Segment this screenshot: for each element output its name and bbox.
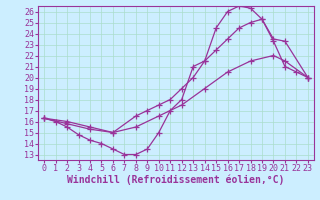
X-axis label: Windchill (Refroidissement éolien,°C): Windchill (Refroidissement éolien,°C) (67, 175, 285, 185)
